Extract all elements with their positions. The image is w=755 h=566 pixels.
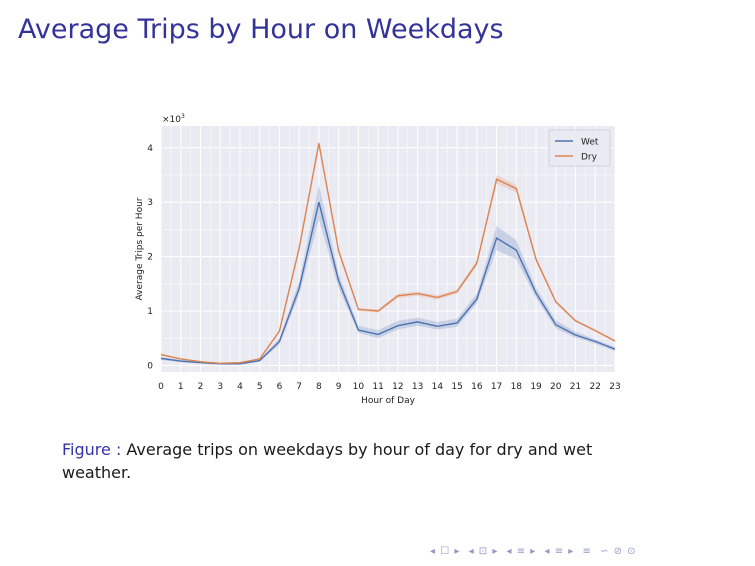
figure-caption-text: Average trips on weekdays by hour of day…: [62, 440, 593, 482]
figure-caption: Figure : Average trips on weekdays by ho…: [62, 438, 662, 484]
y-tick-label: 0: [147, 361, 153, 371]
x-tick-label: 16: [471, 382, 483, 392]
x-tick-label: 23: [609, 382, 620, 392]
x-tick-label: 21: [570, 382, 581, 392]
series-line-dry: [160, 143, 616, 365]
legend-label-wet: Wet: [581, 138, 599, 148]
confidence-band-wet: [161, 184, 615, 365]
y-tick-label: 3: [147, 198, 153, 208]
x-tick-label: 14: [432, 382, 444, 392]
x-tick-label: 12: [392, 382, 403, 392]
nav-appendix-icon[interactable]: ≡: [582, 546, 592, 557]
x-tick-label: 4: [237, 382, 243, 392]
nav-section-next-icon[interactable]: ◂ ≡ ▸: [544, 546, 575, 557]
x-tick-label: 11: [372, 382, 383, 392]
x-tick-label: 10: [353, 382, 365, 392]
x-tick-label: 6: [277, 382, 283, 392]
x-tick-label: 0: [158, 382, 164, 392]
x-tick-label: 1: [178, 382, 184, 392]
x-tick-label: 20: [550, 382, 562, 392]
series-line-wet: [160, 202, 616, 365]
x-tick-label: 5: [257, 382, 263, 392]
x-tick-label: 7: [296, 382, 302, 392]
x-tick-label: 13: [412, 382, 423, 392]
x-tick-label: 18: [511, 382, 523, 392]
figure-label: Figure :: [62, 440, 122, 459]
y-tick-label: 4: [147, 144, 153, 154]
y-multiplier-label: ×103: [162, 113, 185, 125]
x-tick-label: 3: [217, 382, 223, 392]
x-axis-label: Hour of Day: [361, 396, 416, 406]
y-tick-label: 2: [147, 253, 153, 263]
nav-subsection-icon[interactable]: ◂ ⊡ ▸: [468, 546, 499, 557]
nav-search-icon[interactable]: ∽ ⊘ ⊙: [600, 546, 637, 557]
x-tick-label: 19: [530, 382, 542, 392]
beamer-navigation[interactable]: ◂ ☐ ▸ ◂ ⊡ ▸ ◂ ≡ ▸ ◂ ≡ ▸ ≡ ∽ ⊘ ⊙: [430, 546, 641, 557]
x-tick-label: 2: [198, 382, 204, 392]
nav-section-icon[interactable]: ◂ ≡ ▸: [506, 546, 537, 557]
legend-box: [548, 129, 611, 167]
nav-frame-icon[interactable]: ◂ ☐ ▸: [430, 546, 461, 557]
x-tick-label: 17: [491, 382, 502, 392]
x-tick-label: 15: [451, 382, 462, 392]
x-tick-label: 9: [336, 382, 342, 392]
legend-label-dry: Dry: [581, 153, 598, 163]
y-axis-label: Average Trips per Hour: [135, 197, 145, 300]
x-tick-label: 22: [590, 382, 601, 392]
x-tick-label: 8: [316, 382, 322, 392]
y-tick-label: 1: [147, 307, 153, 317]
slide-title: Average Trips by Hour on Weekdays: [18, 14, 504, 45]
